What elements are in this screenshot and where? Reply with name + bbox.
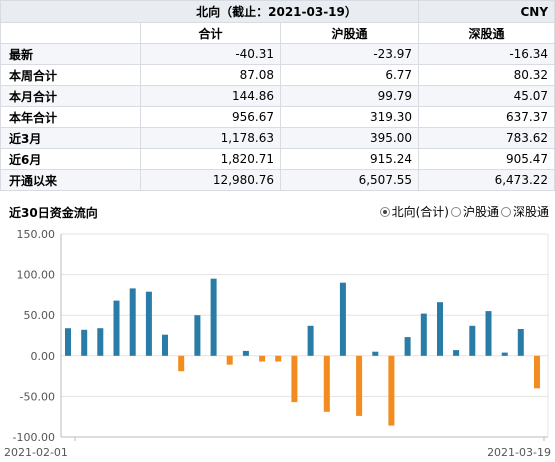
radio-northbound-total[interactable]: 北向(合计) (379, 203, 449, 220)
row-label: 本周合计 (0, 64, 141, 86)
y-tick-label: -100.00 (13, 431, 55, 444)
bar[interactable] (194, 315, 201, 356)
flow-bar-chart: 150.00 100.00 50.00 0.00 -50.00 -100.00 2021-0… (4, 228, 551, 459)
header-shenzhen: 深股通 (418, 22, 555, 44)
row-value: 319.30 (279, 106, 420, 128)
bar[interactable] (339, 282, 346, 356)
radio-unselected-icon (500, 206, 511, 217)
table-title: 北向（截止：2021-03-19） (0, 0, 420, 23)
row-value: -23.97 (279, 43, 420, 65)
table-row: 近6月 1,820.71 915.24 905.47 (0, 148, 555, 170)
row-value: 6,507.55 (279, 169, 420, 191)
bar[interactable] (307, 325, 314, 356)
radio-unselected-icon (450, 206, 461, 217)
bar[interactable] (65, 328, 71, 356)
bar[interactable] (226, 355, 233, 365)
row-value: 1,178.63 (140, 127, 281, 149)
row-value: 783.62 (418, 127, 555, 149)
row-value: -16.34 (418, 43, 555, 65)
radio-selected-icon (379, 206, 390, 217)
radio-label: 沪股通 (462, 205, 499, 219)
table-header-row: 合计 沪股通 深股通 (0, 22, 555, 44)
y-tick-label: 100.00 (17, 269, 56, 282)
table-row: 最新 -40.31 -23.97 -16.34 (0, 43, 555, 65)
bar[interactable] (210, 278, 217, 356)
x-start-label: 2021-02-01 (4, 446, 68, 459)
bar[interactable] (469, 325, 476, 356)
bar[interactable] (453, 350, 460, 356)
row-value: 87.08 (140, 64, 281, 86)
bar[interactable] (485, 311, 492, 356)
bar[interactable] (420, 313, 427, 356)
row-value: 6.77 (279, 64, 420, 86)
row-label: 开通以来 (0, 169, 141, 191)
bar[interactable] (259, 355, 266, 362)
row-label: 本月合计 (0, 85, 141, 107)
bar[interactable] (356, 355, 363, 416)
bar[interactable] (81, 329, 88, 356)
row-value: -40.31 (140, 43, 281, 65)
y-tick-label: 150.00 (17, 228, 56, 241)
row-value: 80.32 (418, 64, 555, 86)
bar[interactable] (145, 291, 152, 356)
x-end-label: 2021-03-19 (487, 446, 551, 459)
row-value: 144.86 (140, 85, 281, 107)
row-label: 最新 (0, 43, 141, 65)
bar[interactable] (97, 328, 104, 356)
row-label: 近3月 (0, 127, 141, 149)
bar[interactable] (437, 302, 443, 356)
header-shanghai: 沪股通 (279, 22, 420, 44)
bar[interactable] (501, 352, 508, 356)
chart-series-selector: 北向(合计) 沪股通 深股通 (379, 203, 549, 220)
table-row: 本年合计 956.67 319.30 637.37 (0, 106, 555, 128)
row-label: 本年合计 (0, 106, 141, 128)
summary-table: 北向（截止：2021-03-19） CNY 合计 沪股通 深股通 最新 -40.3… (0, 0, 555, 191)
bar[interactable] (162, 334, 168, 356)
bar[interactable] (372, 351, 379, 356)
bar[interactable] (388, 355, 395, 426)
bar[interactable] (404, 337, 411, 356)
radio-label: 深股通 (512, 205, 549, 219)
bar[interactable] (178, 355, 185, 372)
chart-title: 近30日资金流向 (9, 206, 98, 220)
bar[interactable] (291, 355, 298, 403)
bar[interactable] (129, 288, 136, 356)
row-value: 915.24 (279, 148, 420, 170)
row-value: 45.07 (418, 85, 555, 107)
bar[interactable] (242, 350, 249, 356)
radio-shenzhen[interactable]: 深股通 (500, 203, 549, 220)
table-row: 本月合计 144.86 99.79 45.07 (0, 85, 555, 107)
bar[interactable] (323, 355, 330, 412)
bar[interactable] (113, 300, 120, 356)
header-blank (0, 22, 141, 44)
table-row: 近3月 1,178.63 395.00 783.62 (0, 127, 555, 149)
y-tick-label: -50.00 (20, 390, 55, 403)
row-value: 6,473.22 (418, 169, 555, 191)
bar[interactable] (275, 355, 282, 362)
row-value: 956.67 (140, 106, 281, 128)
row-value: 1,820.71 (140, 148, 281, 170)
bar[interactable] (534, 355, 540, 389)
row-value: 12,980.76 (140, 169, 281, 191)
row-value: 905.47 (418, 148, 555, 170)
y-tick-label: 50.00 (24, 309, 56, 322)
bar[interactable] (517, 329, 524, 356)
row-value: 395.00 (279, 127, 420, 149)
row-value: 637.37 (418, 106, 555, 128)
radio-label: 北向(合计) (391, 205, 449, 219)
row-label: 近6月 (0, 148, 141, 170)
row-value: 99.79 (279, 85, 420, 107)
table-title-row: 北向（截止：2021-03-19） CNY (0, 0, 555, 23)
table-row: 开通以来 12,980.76 6,507.55 6,473.22 (0, 169, 555, 191)
radio-shanghai[interactable]: 沪股通 (450, 203, 499, 220)
header-total: 合计 (140, 22, 281, 44)
table-row: 本周合计 87.08 6.77 80.32 (0, 64, 555, 86)
currency-label: CNY (418, 0, 555, 23)
y-tick-label: 0.00 (31, 350, 56, 363)
